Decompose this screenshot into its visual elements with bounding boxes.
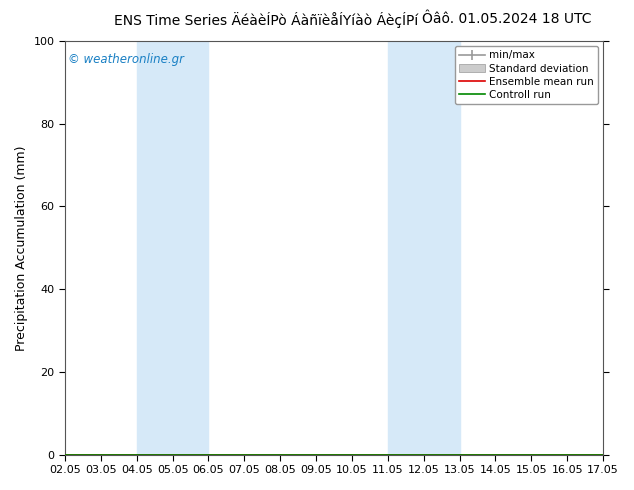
Legend: min/max, Standard deviation, Ensemble mean run, Controll run: min/max, Standard deviation, Ensemble me… — [455, 46, 598, 104]
Y-axis label: Precipitation Accumulation (mm): Precipitation Accumulation (mm) — [15, 145, 28, 350]
Bar — [388, 41, 460, 455]
Text: Ôâô. 01.05.2024 18 UTC: Ôâô. 01.05.2024 18 UTC — [422, 12, 592, 26]
Bar — [137, 41, 209, 455]
Text: ENS Time Series ÄéàèÍPò ÁàñïèåÍYíàò ÁèçÍPí: ENS Time Series ÄéàèÍPò ÁàñïèåÍYíàò ÁèçÍ… — [114, 12, 418, 28]
Text: © weatheronline.gr: © weatheronline.gr — [68, 53, 184, 67]
